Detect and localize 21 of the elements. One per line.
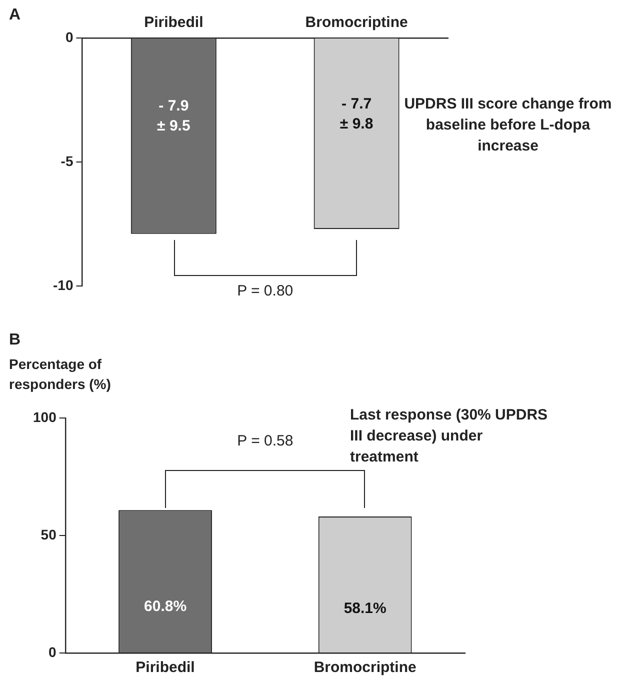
data-label: - 7.7 ± 9.8: [340, 96, 374, 133]
annotation: P = 0.58: [237, 432, 294, 450]
annotation: P = 0.80: [237, 282, 294, 300]
y-tick-label: 0: [48, 644, 57, 660]
y-tick-label: 100: [33, 408, 57, 425]
text: UPDRS III score change from baseline before L-dopa increase: [404, 96, 612, 155]
text: Last response (30% UPDRS III decrease) under treatment: [350, 406, 548, 466]
data-label: 60.8%: [144, 598, 187, 616]
y-tick-label: -5: [60, 152, 74, 169]
y-tick-label: 50: [40, 526, 57, 542]
y-axis-title: Percentage of responders (%): [9, 356, 111, 392]
x-tick-label: Piribedil: [144, 14, 204, 32]
text: B: [9, 331, 21, 348]
x-tick-label: Bromocriptine: [314, 659, 416, 676]
y-tick-label: 0: [65, 28, 74, 45]
x-tick-label: Piribedil: [136, 659, 195, 676]
data-label: - 7.9 ± 9.5: [157, 98, 190, 135]
y-tick-label: -10: [53, 276, 74, 293]
x-tick-label: Bromocriptine: [305, 14, 408, 32]
text: A: [9, 6, 21, 24]
data-label: 58.1%: [344, 600, 386, 618]
